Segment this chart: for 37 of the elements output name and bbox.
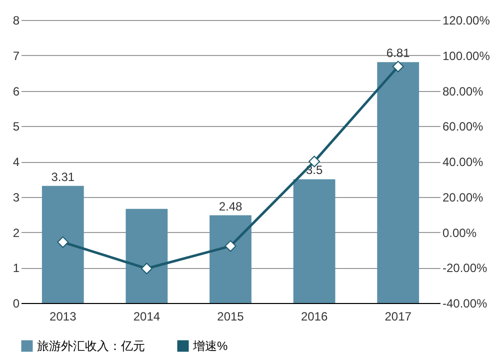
point <box>392 60 404 72</box>
legend-label: 增速% <box>192 339 228 353</box>
bar <box>42 186 84 303</box>
data-label: 2.48 <box>218 199 242 214</box>
legend-label: 旅游外汇收入：亿元 <box>37 339 145 353</box>
y-tick-label: 7 <box>12 48 20 63</box>
y-tick-label: 1 <box>12 261 20 276</box>
bar <box>210 215 252 303</box>
point <box>57 236 69 248</box>
y-tick-label: 3 <box>12 190 20 204</box>
y2-tick-label: 0.00% <box>442 226 477 240</box>
bar <box>377 62 420 303</box>
point <box>224 240 236 252</box>
y2-tick-label: 100.00% <box>442 48 490 63</box>
x-tick-label: 2014 <box>133 310 160 324</box>
y-tick-label: 0 <box>12 296 20 310</box>
y2-tick-label: 60.00% <box>442 120 484 134</box>
y2-tick-label: -20.00% <box>442 261 488 276</box>
y-tick-label: 5 <box>12 120 20 134</box>
y-tick-label: 4 <box>12 155 20 169</box>
x-tick-label: 2017 <box>384 310 412 324</box>
point <box>140 262 152 274</box>
y-tick-label: 2 <box>12 226 20 240</box>
y2-tick-label: -40.00% <box>442 296 488 310</box>
y2-tick-label: 80.00% <box>442 84 484 98</box>
x-tick-label: 2013 <box>50 310 77 324</box>
data-label: 6.81 <box>386 46 410 60</box>
y2-tick-label: 40.00% <box>442 155 484 169</box>
y-tick-label: 6 <box>12 84 20 98</box>
data-label: 3.31 <box>51 170 75 184</box>
bar <box>293 179 336 303</box>
y-tick-label: 8 <box>12 14 20 28</box>
x-tick-label: 2016 <box>300 310 328 324</box>
bar <box>126 208 168 303</box>
y2-tick-label: 120.00% <box>442 14 490 28</box>
y2-tick-label: 20.00% <box>442 190 484 204</box>
x-tick-label: 2015 <box>217 310 244 324</box>
